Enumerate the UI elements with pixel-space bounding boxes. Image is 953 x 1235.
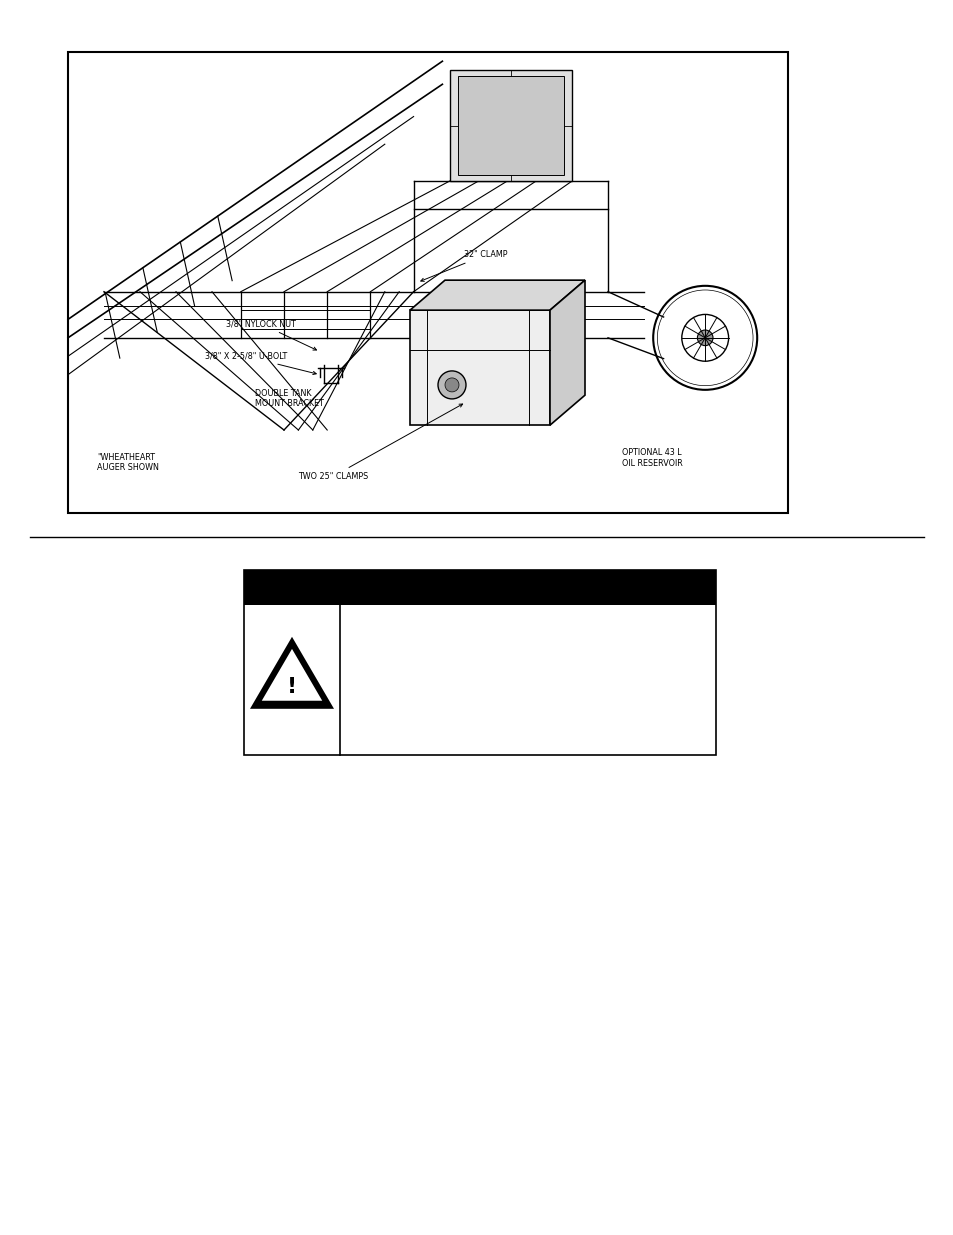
Bar [410,310,550,425]
Bar [68,52,787,513]
Text: !: ! [287,677,296,698]
Polygon shape [261,648,322,700]
Text: TWO 25" CLAMPS: TWO 25" CLAMPS [298,404,462,480]
Text: OPTIONAL 43 L
OIL RESERVOIR: OPTIONAL 43 L OIL RESERVOIR [621,448,682,468]
Text: DOUBLE TANK
MOUNT BRACKET: DOUBLE TANK MOUNT BRACKET [255,389,324,408]
Circle shape [697,330,712,346]
Polygon shape [457,77,563,175]
Polygon shape [250,637,334,709]
Bar [244,571,716,755]
Text: 3/8" NYLOCK NUT: 3/8" NYLOCK NUT [226,320,316,350]
Bar [244,571,716,605]
Text: 32" CLAMP: 32" CLAMP [420,251,507,282]
Text: "WHEATHEART
AUGER SHOWN: "WHEATHEART AUGER SHOWN [96,453,158,473]
Text: 3/8" X 2-5/8" U-BOLT: 3/8" X 2-5/8" U-BOLT [205,352,316,374]
Polygon shape [410,280,584,310]
Polygon shape [449,70,572,182]
Circle shape [437,370,465,399]
Polygon shape [550,280,584,425]
Circle shape [444,378,458,391]
